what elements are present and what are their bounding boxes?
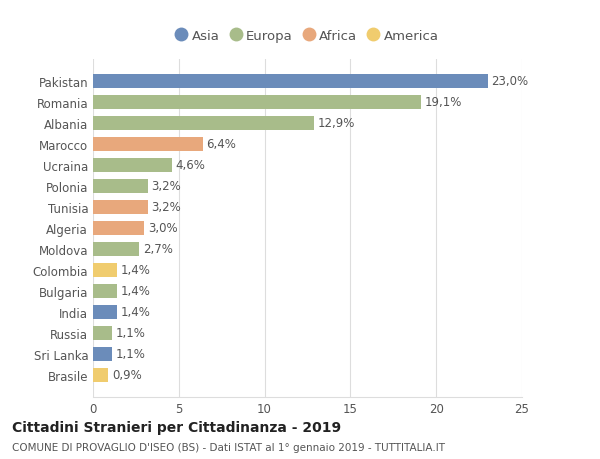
Text: 12,9%: 12,9% (318, 117, 355, 130)
Bar (93, 138, 203, 151)
Bar (93, 201, 148, 214)
Text: 3,2%: 3,2% (151, 201, 181, 214)
Text: 19,1%: 19,1% (424, 96, 461, 109)
Bar (93, 326, 112, 340)
Bar (93, 285, 117, 298)
Text: 1,4%: 1,4% (121, 306, 151, 319)
Text: 3,0%: 3,0% (148, 222, 178, 235)
Text: Cittadini Stranieri per Cittadinanza - 2019: Cittadini Stranieri per Cittadinanza - 2… (12, 420, 341, 434)
Text: 1,4%: 1,4% (121, 285, 151, 297)
Bar (93, 222, 145, 235)
Bar (93, 117, 314, 130)
Bar (93, 96, 421, 110)
Text: 0,9%: 0,9% (112, 369, 142, 381)
Bar (93, 159, 172, 172)
Bar (93, 242, 139, 256)
Bar (93, 263, 117, 277)
Text: COMUNE DI PROVAGLIO D'ISEO (BS) - Dati ISTAT al 1° gennaio 2019 - TUTTITALIA.IT: COMUNE DI PROVAGLIO D'ISEO (BS) - Dati I… (12, 442, 445, 452)
Bar (93, 347, 112, 361)
Text: 6,4%: 6,4% (206, 138, 236, 151)
Text: 4,6%: 4,6% (175, 159, 205, 172)
Text: 1,1%: 1,1% (115, 347, 145, 360)
Bar (93, 305, 117, 319)
Legend: Asia, Europa, Africa, America: Asia, Europa, Africa, America (172, 26, 443, 47)
Text: 2,7%: 2,7% (143, 243, 173, 256)
Text: 3,2%: 3,2% (151, 180, 181, 193)
Bar (93, 368, 109, 382)
Bar (93, 179, 148, 193)
Bar (93, 75, 488, 89)
Text: 23,0%: 23,0% (491, 75, 528, 88)
Text: 1,4%: 1,4% (121, 264, 151, 277)
Text: 1,1%: 1,1% (115, 326, 145, 340)
